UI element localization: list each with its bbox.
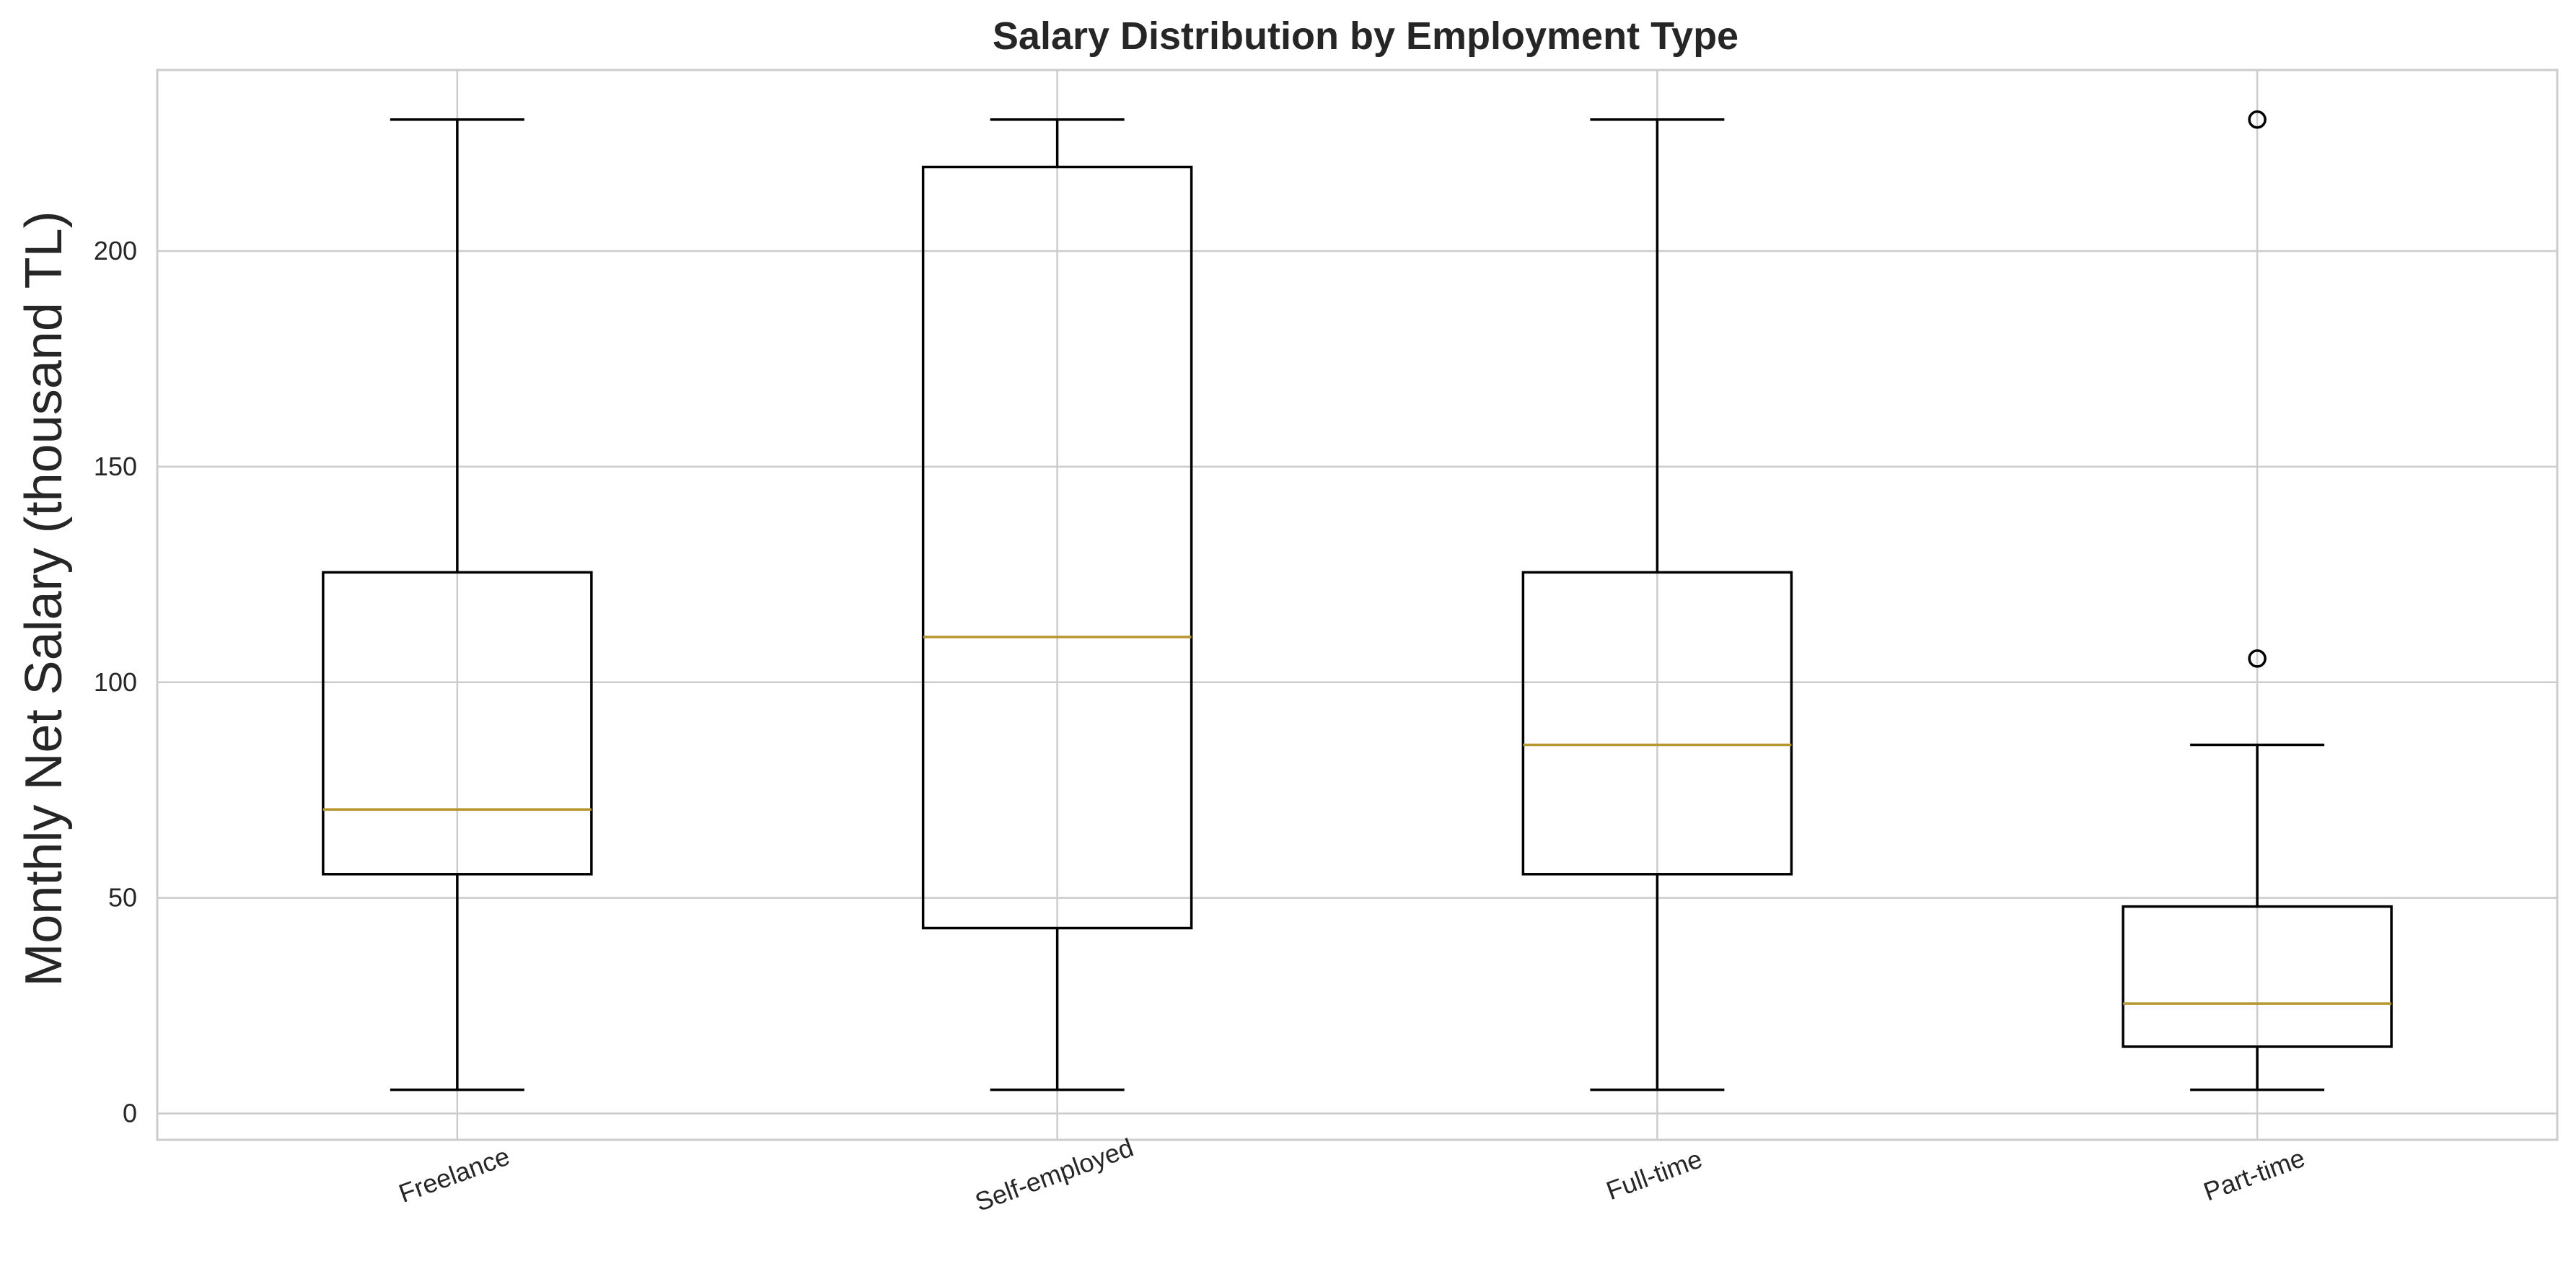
y-tick-label: 200 — [94, 236, 137, 265]
y-tick-label: 0 — [123, 1099, 137, 1128]
iqr-box — [2122, 905, 2393, 1048]
y-tick-label: 50 — [108, 883, 137, 913]
iqr-box — [322, 571, 593, 876]
tick-layer: 0 50 100 150 200 Freelance Self-employed Full-t… — [94, 236, 2309, 1217]
box-layer — [322, 110, 2393, 1091]
chart-title: Salary Distribution by Employment Type — [993, 14, 1738, 58]
outlier-point — [2248, 110, 2267, 129]
iqr-box — [921, 165, 1193, 930]
y-axis-label: Monthly Net Salary (thousand TL) — [15, 211, 73, 986]
grid-layer — [157, 70, 2557, 1140]
outlier-point — [2248, 649, 2267, 668]
x-tick-label: Self-employed — [971, 1133, 1137, 1217]
iqr-box — [1521, 571, 1793, 876]
x-tick-label: Part-time — [2199, 1143, 2308, 1206]
x-tick-label: Full-time — [1602, 1143, 1706, 1205]
frame-layer — [156, 69, 2559, 1141]
x-tick-label: Freelance — [395, 1141, 513, 1208]
plot-frame — [156, 69, 2559, 1141]
y-tick-label: 150 — [94, 452, 137, 481]
y-tick-label: 100 — [94, 667, 137, 697]
